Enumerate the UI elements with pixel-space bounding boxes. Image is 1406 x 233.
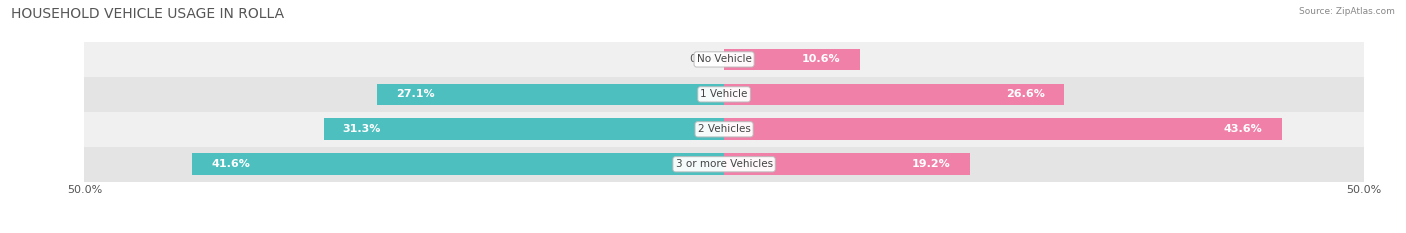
Bar: [724, 118, 1282, 140]
Bar: [84, 42, 1364, 77]
Legend: Owner-occupied, Renter-occupied: Owner-occupied, Renter-occupied: [603, 230, 845, 233]
Text: Source: ZipAtlas.com: Source: ZipAtlas.com: [1299, 7, 1395, 16]
Text: 26.6%: 26.6%: [1007, 89, 1045, 99]
Text: 2 Vehicles: 2 Vehicles: [697, 124, 751, 134]
Bar: [724, 84, 1064, 105]
Bar: [323, 118, 724, 140]
Bar: [84, 112, 1364, 147]
Text: 43.6%: 43.6%: [1225, 124, 1263, 134]
Text: 19.2%: 19.2%: [912, 159, 950, 169]
Text: 27.1%: 27.1%: [396, 89, 436, 99]
Bar: [84, 77, 1364, 112]
Text: No Vehicle: No Vehicle: [696, 55, 752, 64]
Bar: [724, 154, 970, 175]
Bar: [724, 49, 859, 70]
Text: HOUSEHOLD VEHICLE USAGE IN ROLLA: HOUSEHOLD VEHICLE USAGE IN ROLLA: [11, 7, 284, 21]
Bar: [84, 147, 1364, 182]
Bar: [191, 154, 724, 175]
Text: 10.6%: 10.6%: [801, 55, 841, 64]
Text: 3 or more Vehicles: 3 or more Vehicles: [675, 159, 773, 169]
Text: 1 Vehicle: 1 Vehicle: [700, 89, 748, 99]
Text: 0.0%: 0.0%: [689, 55, 717, 64]
Bar: [377, 84, 724, 105]
Text: 41.6%: 41.6%: [211, 159, 250, 169]
Text: 31.3%: 31.3%: [343, 124, 381, 134]
